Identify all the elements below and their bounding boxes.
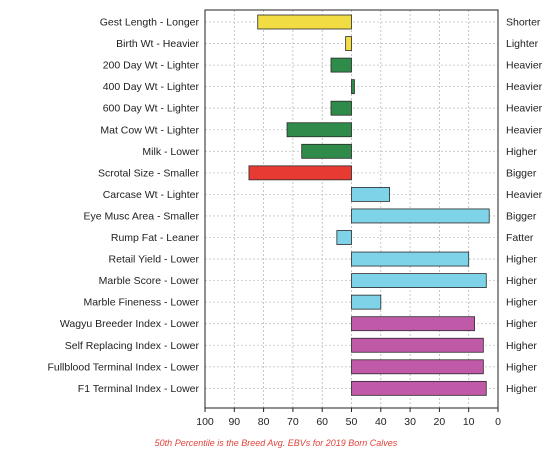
x-tick-label: 30 — [404, 416, 416, 428]
category-label: Marble Score - Lower — [99, 275, 200, 287]
bar — [351, 316, 475, 332]
category-label: Carcase Wt - Lighter — [103, 189, 200, 201]
x-tick-label: 60 — [316, 416, 328, 428]
direction-label: Lighter — [506, 38, 539, 50]
category-label: 400 Day Wt - Lighter — [103, 81, 200, 93]
category-label: Eye Musc Area - Smaller — [83, 210, 199, 222]
x-tick-label: 40 — [375, 416, 387, 428]
direction-label: Heavier — [506, 60, 543, 72]
bar — [351, 186, 390, 202]
category-label: Rump Fat - Leaner — [111, 232, 200, 244]
category-label: Wagyu Breeder Index - Lower — [60, 318, 200, 330]
category-label: Scrotal Size - Smaller — [98, 167, 199, 179]
bar — [286, 122, 352, 138]
direction-label: Higher — [506, 340, 537, 352]
direction-label: Higher — [506, 275, 537, 287]
bar — [301, 143, 352, 159]
bar — [330, 100, 352, 116]
category-label: Birth Wt - Heavier — [116, 38, 199, 50]
category-label: Mat Cow Wt - Lighter — [100, 124, 199, 136]
x-tick-label: 90 — [228, 416, 240, 428]
bar — [351, 273, 487, 289]
direction-label: Heavier — [506, 124, 543, 136]
x-tick-label: 50 — [346, 416, 358, 428]
bar — [351, 359, 484, 375]
x-tick-label: 100 — [196, 416, 214, 428]
direction-label: Heavier — [506, 81, 543, 93]
direction-label: Fatter — [506, 232, 534, 244]
direction-label: Higher — [506, 146, 537, 158]
direction-label: Shorter — [506, 17, 541, 29]
category-label: 600 Day Wt - Lighter — [103, 103, 200, 115]
bar — [351, 251, 470, 267]
category-label: F1 Terminal Index - Lower — [78, 383, 200, 395]
direction-label: Heavier — [506, 189, 543, 201]
bar — [351, 79, 355, 95]
x-tick-label: 20 — [434, 416, 446, 428]
bar — [330, 57, 352, 73]
category-labels: Gest Length - Longer Birth Wt - Heavier 20… — [47, 17, 199, 395]
x-tick-label: 70 — [287, 416, 299, 428]
bar — [351, 294, 382, 310]
direction-labels: Shorter Lighter Heavier Heavier Heavier Heavi… — [506, 17, 543, 395]
direction-label: Bigger — [506, 167, 537, 179]
category-label: 200 Day Wt - Lighter — [103, 60, 200, 72]
direction-label: Higher — [506, 318, 537, 330]
direction-label: Higher — [506, 254, 537, 266]
category-label: Gest Length - Longer — [100, 17, 200, 29]
direction-label: Higher — [506, 383, 537, 395]
bar — [351, 208, 490, 224]
bar — [336, 230, 352, 245]
bar — [257, 14, 352, 30]
x-tick-label: 80 — [258, 416, 270, 428]
x-tick-label: 10 — [463, 416, 475, 428]
bar — [248, 165, 352, 181]
category-label: Self Replacing Index - Lower — [65, 340, 200, 352]
bar — [351, 337, 484, 353]
direction-label: Higher — [506, 297, 537, 309]
bar — [351, 380, 487, 396]
x-tick-label: 0 — [495, 416, 501, 428]
direction-label: Heavier — [506, 103, 543, 115]
category-label: Marble Fineness - Lower — [83, 297, 199, 309]
category-label: Fullblood Terminal Index - Lower — [47, 361, 199, 373]
category-label: Milk - Lower — [142, 146, 199, 158]
category-label: Retail Yield - Lower — [109, 254, 200, 266]
bar — [345, 36, 352, 51]
direction-label: Bigger — [506, 210, 537, 222]
direction-label: Higher — [506, 361, 537, 373]
chart-bars — [248, 14, 490, 396]
footnote: 50th Percentile is the Breed Avg. EBVs f… — [154, 438, 398, 448]
x-tick-labels: 100 90 80 70 60 50 40 30 20 10 0 — [196, 408, 501, 428]
